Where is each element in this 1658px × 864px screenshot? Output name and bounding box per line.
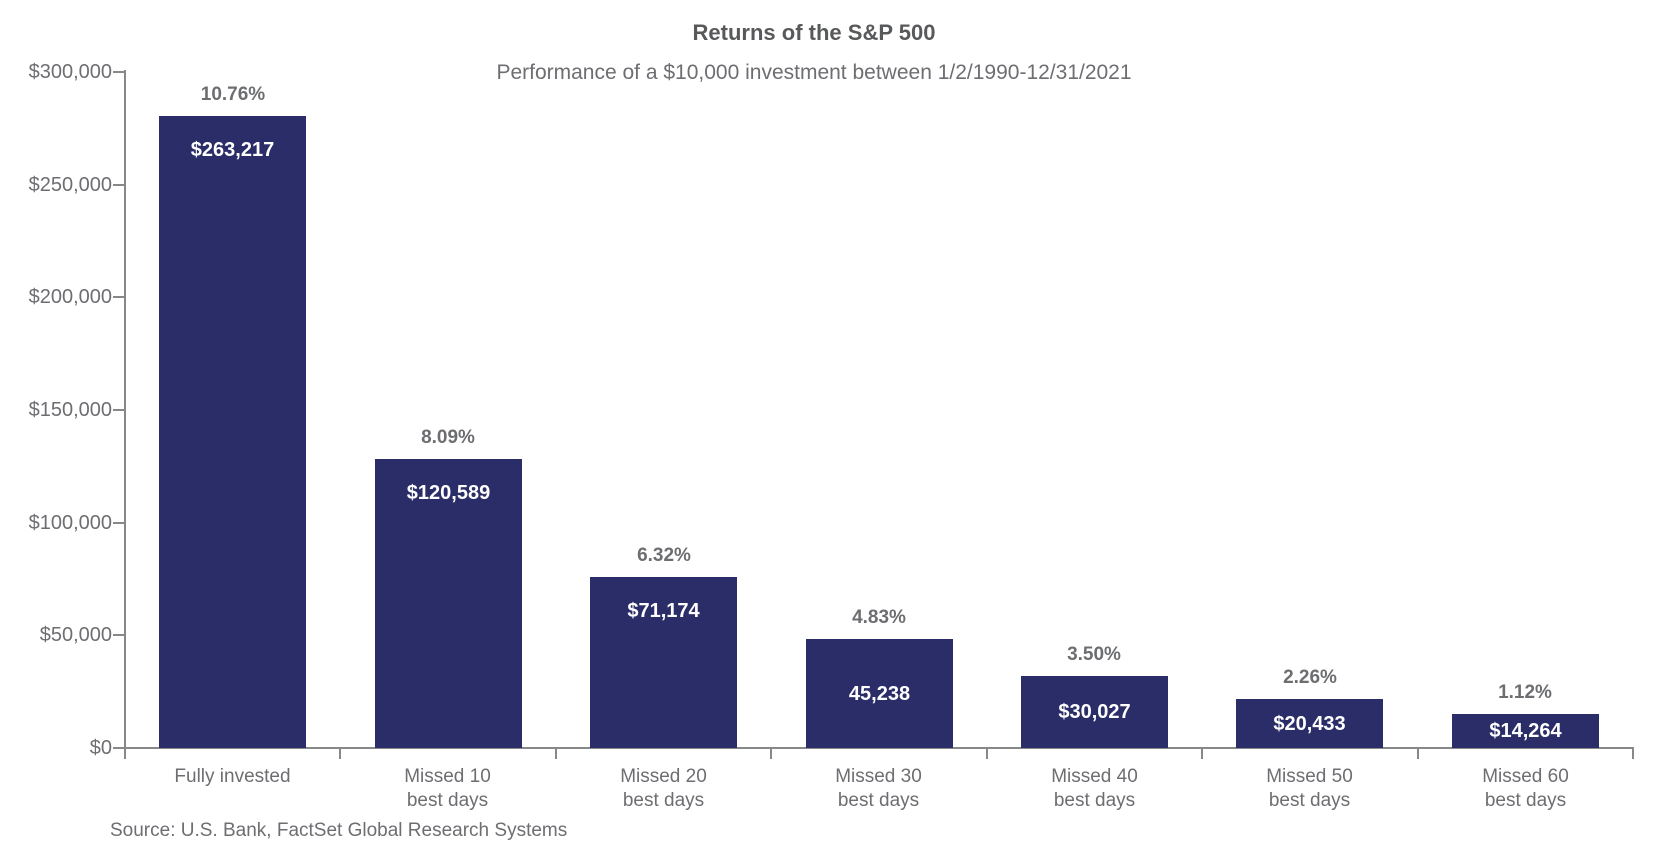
y-axis-tick-label: $200,000 xyxy=(28,286,112,309)
chart-title: Returns of the S&P 500 xyxy=(692,20,936,45)
bar-return-pct-label: 10.76% xyxy=(200,84,266,105)
y-axis-tick xyxy=(113,408,125,411)
x-axis-tick xyxy=(1201,748,1204,759)
x-axis-category-label: Missed 20 best days xyxy=(620,766,707,811)
x-axis-line xyxy=(124,747,1634,749)
y-axis-tick-label: $300,000 xyxy=(28,60,112,83)
bar-return-pct-label: 8.09% xyxy=(421,427,475,448)
bar-missed-20 xyxy=(590,577,737,748)
bar-return-pct-label: 2.26% xyxy=(1283,667,1337,688)
bar-missed-50 xyxy=(1236,699,1383,748)
bar-missed-40 xyxy=(1021,676,1168,748)
bar-value-label: $20,433 xyxy=(1273,713,1346,735)
y-axis-tick-label: $50,000 xyxy=(39,624,112,647)
x-axis-tick xyxy=(985,748,988,759)
x-axis-tick xyxy=(339,748,342,759)
y-axis-tick xyxy=(113,183,125,186)
source-note: Source: U.S. Bank, FactSet Global Resear… xyxy=(110,820,568,841)
bar-value-label: $30,027 xyxy=(1058,701,1131,723)
bar-value-label: $71,174 xyxy=(627,600,700,622)
bar-missed-10 xyxy=(375,459,522,748)
x-axis-category-label: Missed 40 best days xyxy=(1051,766,1138,811)
y-axis-tick-label: $150,000 xyxy=(28,398,112,421)
bar-value-label: $120,589 xyxy=(406,482,491,504)
x-axis-tick xyxy=(554,748,557,759)
bar-return-pct-label: 6.32% xyxy=(637,545,691,566)
bar-value-label: $263,217 xyxy=(190,139,275,161)
bar-fully-invested xyxy=(159,116,306,748)
y-axis-tick xyxy=(113,521,125,524)
bar-missed-60 xyxy=(1452,714,1599,748)
y-axis-tick xyxy=(113,634,125,637)
x-axis-category-label: Fully invested xyxy=(174,766,291,787)
x-axis-category-label: Missed 30 best days xyxy=(835,766,922,811)
x-axis-category-label: Missed 10 best days xyxy=(404,766,491,811)
y-axis-tick xyxy=(113,70,125,73)
x-axis-tick xyxy=(1416,748,1419,759)
bar-return-pct-label: 3.50% xyxy=(1067,644,1121,665)
chart-subtitle: Performance of a $10,000 investment betw… xyxy=(496,61,1132,84)
bar-value-label: $14,264 xyxy=(1489,720,1562,742)
y-axis-tick xyxy=(113,747,125,749)
y-axis-line xyxy=(124,70,126,759)
y-axis-tick-label: $0 xyxy=(89,737,112,759)
y-axis-tick-label: $100,000 xyxy=(28,511,112,534)
bar-missed-30 xyxy=(806,639,953,748)
x-axis-tick xyxy=(1632,748,1634,759)
x-axis-category-label: Missed 60 best days xyxy=(1482,766,1569,811)
y-axis-tick-label: $250,000 xyxy=(28,173,112,196)
y-axis-tick xyxy=(113,296,125,299)
bar-return-pct-label: 4.83% xyxy=(852,607,906,628)
x-axis-tick xyxy=(770,748,773,759)
bar-value-label: 45,238 xyxy=(848,683,911,705)
bar-return-pct-label: 1.12% xyxy=(1498,682,1552,703)
x-axis-category-label: Missed 50 best days xyxy=(1266,766,1353,811)
